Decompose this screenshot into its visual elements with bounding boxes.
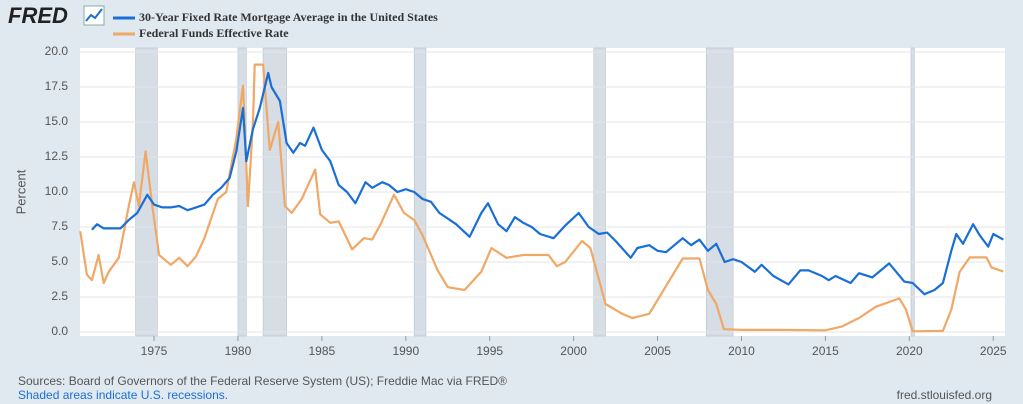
- x-tick-label: 1980: [225, 344, 252, 358]
- y-tick-label: 5.0: [51, 254, 68, 268]
- y-axis-label: Percent: [13, 169, 28, 214]
- x-tick-label: 2010: [728, 344, 755, 358]
- y-tick-label: 15.0: [45, 114, 69, 128]
- site[interactable]: fred.stlouisfed.org: [897, 388, 992, 402]
- x-tick-label: 1975: [141, 344, 168, 358]
- x-tick-label: 2005: [644, 344, 671, 358]
- y-tick-label: 7.5: [51, 219, 68, 233]
- y-tick-label: 17.5: [45, 79, 69, 93]
- legend-entry: Federal Funds Effective Rate: [139, 26, 289, 40]
- y-tick-label: 20.0: [45, 44, 69, 58]
- y-tick-label: 12.5: [45, 149, 69, 163]
- series-line: [91, 71, 1004, 296]
- x-tick-label: 2000: [560, 344, 587, 358]
- y-tick-label: 2.5: [51, 289, 68, 303]
- legend-entry: 30-Year Fixed Rate Mortgage Average in t…: [139, 10, 438, 24]
- x-tick-label: 1990: [392, 344, 419, 358]
- x-tick-label: 1985: [309, 344, 336, 358]
- y-tick-label: 10.0: [45, 184, 69, 198]
- source: Sources: Board of Governors of the Feder…: [18, 374, 507, 388]
- logo[interactable]: FRED: [8, 3, 68, 28]
- x-tick-label: 2020: [896, 344, 923, 358]
- y-tick-label: 0.0: [51, 324, 68, 338]
- x-tick-label: 2015: [812, 344, 839, 358]
- x-tick-label: 1995: [476, 344, 503, 358]
- x-tick-label: 2025: [980, 344, 1007, 358]
- recession-note[interactable]: Shaded areas indicate U.S. recessions.: [18, 388, 228, 402]
- logo-icon: [83, 5, 105, 26]
- series-line: [79, 63, 1004, 333]
